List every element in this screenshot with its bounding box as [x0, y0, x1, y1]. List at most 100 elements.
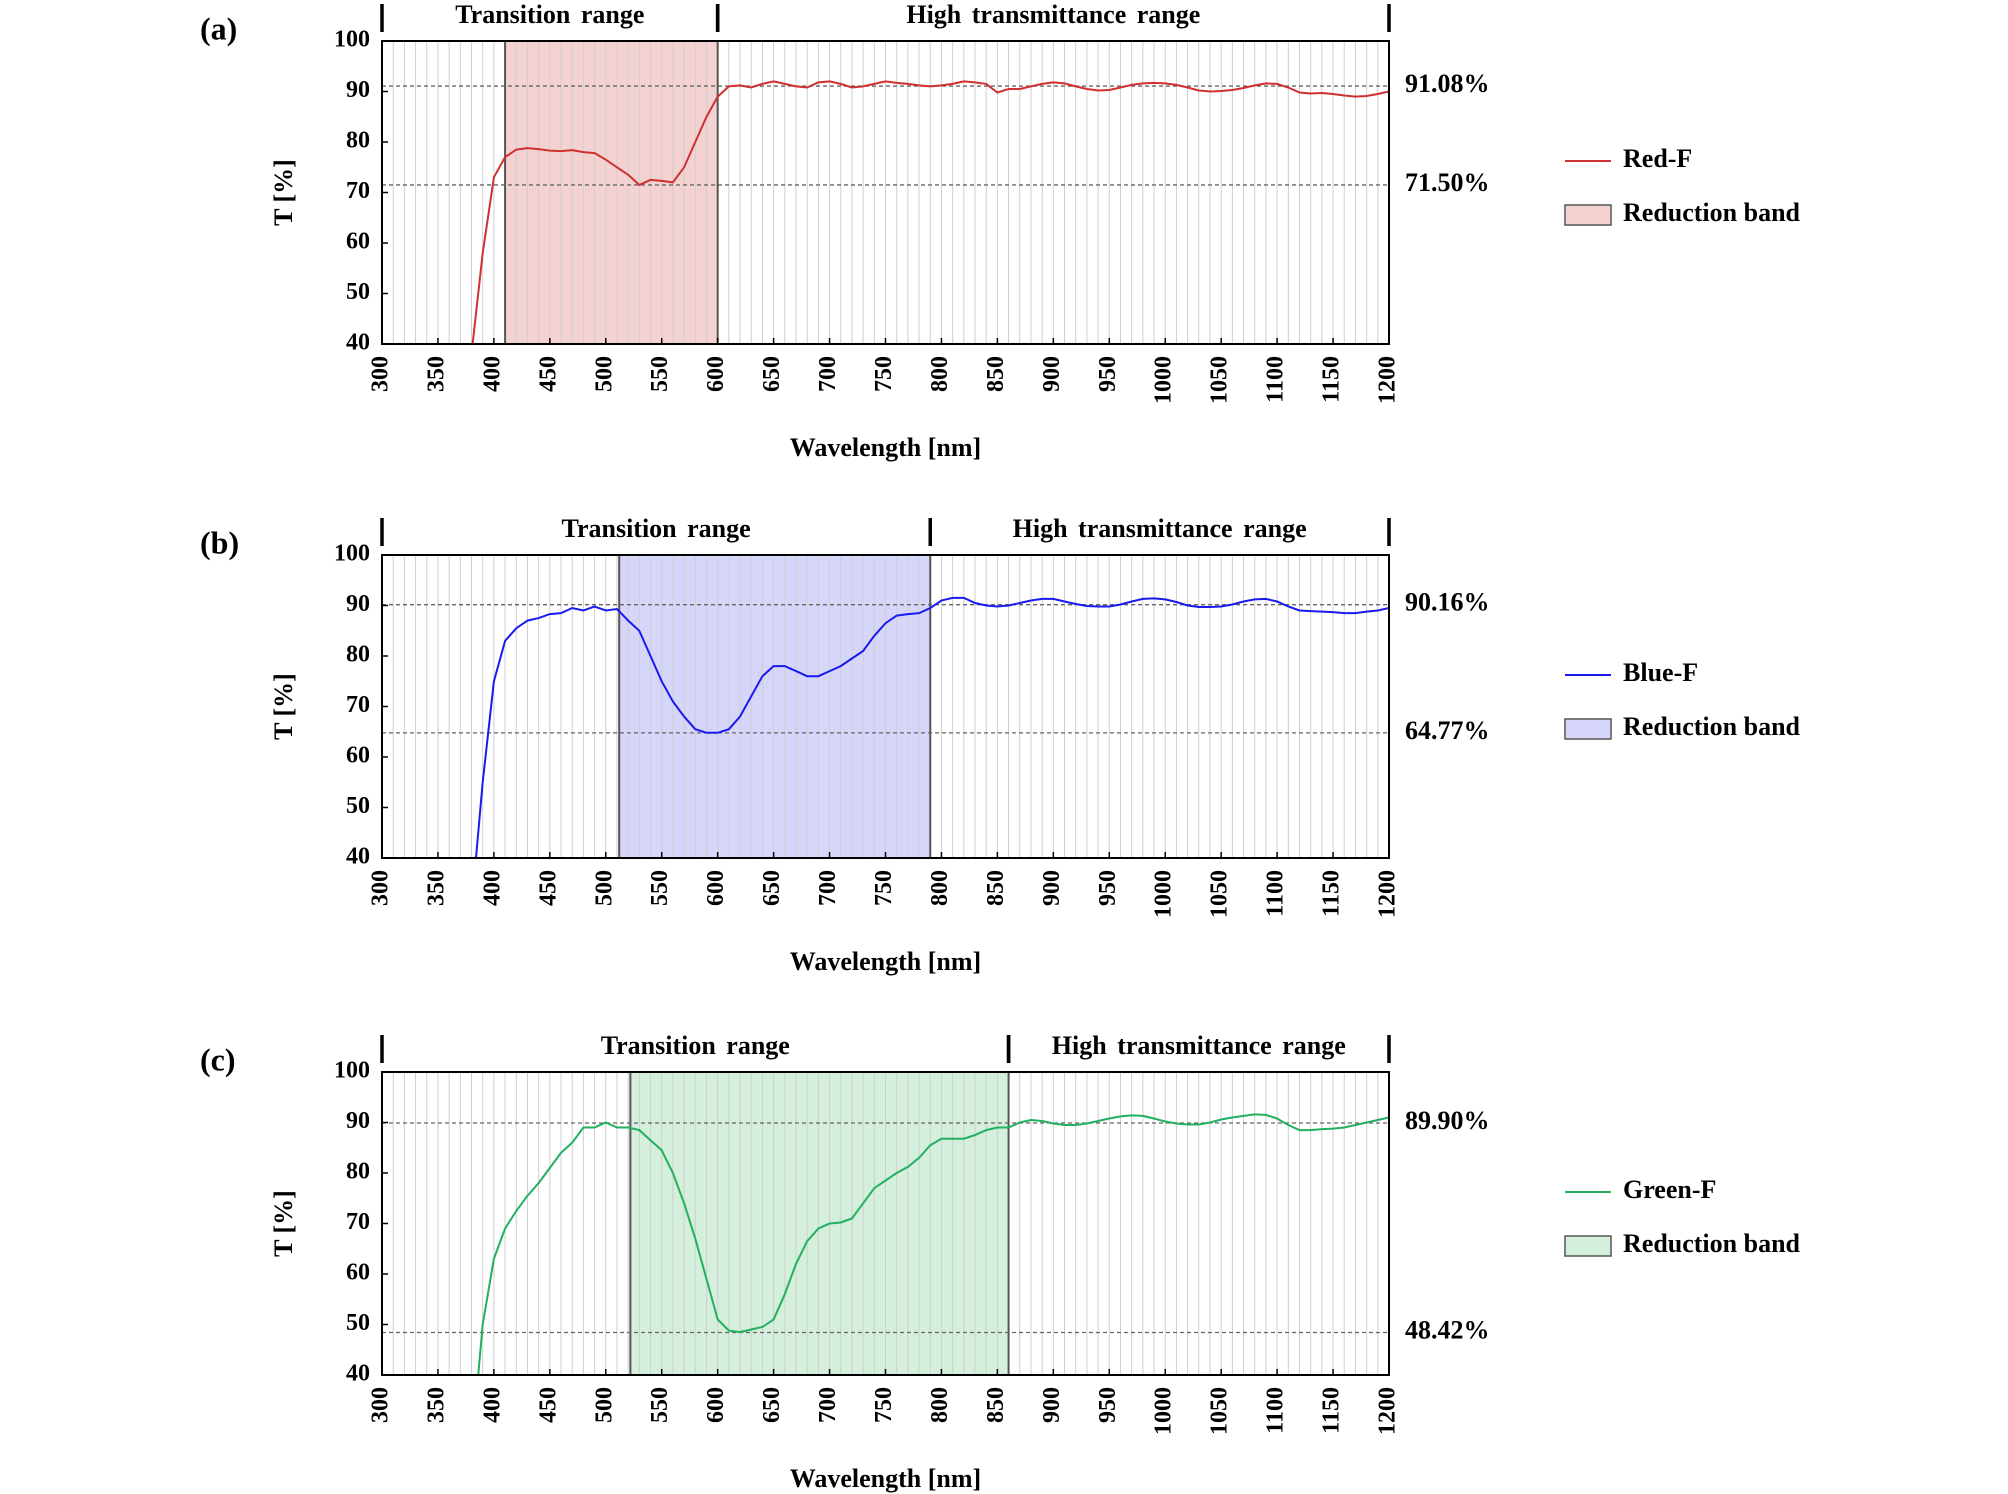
x-tick-label: 1200 — [1375, 356, 1401, 404]
legend-swatch — [1564, 718, 1612, 740]
x-tick-label: 850 — [983, 1387, 1009, 1423]
y-axis-label: T [%] — [269, 1190, 298, 1257]
x-tick-label: 450 — [535, 1387, 561, 1423]
y-tick-label: 80 — [346, 642, 370, 668]
x-axis-label: Wavelength [nm] — [790, 433, 981, 462]
x-tick-label: 600 — [703, 356, 729, 392]
x-tick-label: 1150 — [1319, 356, 1345, 403]
y-tick-label: 100 — [334, 1058, 370, 1084]
reference-label: 64.77% — [1405, 716, 1490, 745]
x-tick-label: 500 — [591, 356, 617, 392]
y-tick-label: 40 — [346, 844, 370, 870]
y-tick-label: 70 — [346, 1209, 370, 1235]
y-tick-label: 100 — [334, 27, 370, 53]
legend-label: Red-F — [1623, 144, 1692, 173]
y-tick-label: 70 — [346, 692, 370, 718]
x-tick-label: 850 — [983, 356, 1009, 392]
reduction-band — [505, 41, 718, 344]
range-label: Transition range — [562, 514, 751, 543]
x-tick-label: 1050 — [1207, 870, 1233, 918]
x-tick-label: 350 — [423, 1387, 449, 1423]
x-tick-label: 600 — [703, 870, 729, 906]
data-line — [477, 1113, 1389, 1375]
range-label: Transition range — [601, 1031, 790, 1060]
x-tick-label: 750 — [871, 1387, 897, 1423]
legend-label: Reduction band — [1623, 1229, 1801, 1258]
x-tick-label: 850 — [983, 870, 1009, 906]
y-tick-label: 90 — [346, 591, 370, 617]
x-tick-label: 650 — [759, 1387, 785, 1423]
y-tick-label: 40 — [346, 330, 370, 356]
x-tick-label: 550 — [647, 1387, 673, 1423]
x-tick-label: 800 — [927, 356, 953, 392]
y-tick-label: 100 — [334, 541, 370, 567]
x-tick-label: 1150 — [1319, 870, 1345, 917]
x-tick-label: 500 — [591, 1387, 617, 1423]
x-tick-label: 750 — [871, 870, 897, 906]
y-tick-label: 60 — [346, 229, 370, 255]
x-tick-label: 500 — [591, 870, 617, 906]
x-axis-label: Wavelength [nm] — [790, 1464, 981, 1493]
x-tick-label: 900 — [1039, 1387, 1065, 1423]
data-line — [471, 80, 1389, 344]
x-tick-label: 700 — [815, 870, 841, 906]
x-tick-label: 1050 — [1207, 356, 1233, 404]
x-tick-label: 1000 — [1151, 356, 1177, 404]
range-label: High transmittance range — [1013, 514, 1307, 543]
x-tick-label: 400 — [479, 870, 505, 906]
x-tick-label: 950 — [1095, 870, 1121, 906]
y-tick-label: 40 — [346, 1361, 370, 1387]
legend-label: Blue-F — [1623, 658, 1698, 687]
x-axis-label: Wavelength [nm] — [790, 947, 981, 976]
x-tick-label: 1100 — [1263, 1387, 1289, 1434]
x-tick-label: 950 — [1095, 356, 1121, 392]
y-axis-label: T [%] — [269, 159, 298, 226]
reference-label: 48.42% — [1405, 1315, 1490, 1344]
legend-swatch — [1564, 204, 1612, 226]
x-tick-label: 800 — [927, 1387, 953, 1423]
x-tick-label: 550 — [647, 356, 673, 392]
reference-label: 90.16% — [1405, 588, 1490, 617]
x-tick-label: 700 — [815, 1387, 841, 1423]
y-axis-label: T [%] — [269, 673, 298, 740]
legend-label: Green-F — [1623, 1175, 1716, 1204]
legend-label: Reduction band — [1623, 198, 1801, 227]
y-tick-label: 80 — [346, 128, 370, 154]
legend-label: Reduction band — [1623, 712, 1801, 741]
x-tick-label: 300 — [368, 356, 394, 392]
y-tick-label: 80 — [346, 1159, 370, 1185]
y-tick-label: 50 — [346, 793, 370, 819]
y-tick-label: 60 — [346, 743, 370, 769]
x-tick-label: 650 — [759, 356, 785, 392]
panel-label: (a) — [200, 10, 237, 46]
y-tick-label: 70 — [346, 178, 370, 204]
y-tick-label: 60 — [346, 1260, 370, 1286]
x-tick-label: 800 — [927, 870, 953, 906]
x-tick-label: 1100 — [1263, 870, 1289, 917]
reference-label: 89.90% — [1405, 1106, 1490, 1135]
x-tick-label: 700 — [815, 356, 841, 392]
x-tick-label: 1200 — [1375, 1387, 1401, 1435]
reduction-band — [630, 1072, 1009, 1375]
panel-label: (c) — [200, 1041, 236, 1077]
y-tick-label: 50 — [346, 1310, 370, 1336]
x-tick-label: 450 — [535, 870, 561, 906]
x-tick-label: 400 — [479, 356, 505, 392]
x-tick-label: 1150 — [1319, 1387, 1345, 1434]
x-tick-label: 950 — [1095, 1387, 1121, 1423]
x-tick-label: 1100 — [1263, 356, 1289, 403]
range-label: High transmittance range — [1052, 1031, 1346, 1060]
x-tick-label: 350 — [423, 356, 449, 392]
x-tick-label: 1050 — [1207, 1387, 1233, 1435]
panel: 89.90% 48.42% Green-F Reduction band 40 50 60 7… — [200, 1031, 1801, 1493]
x-tick-label: 450 — [535, 356, 561, 392]
reference-label: 91.08% — [1405, 69, 1490, 98]
x-tick-label: 900 — [1039, 870, 1065, 906]
y-tick-label: 90 — [346, 1108, 370, 1134]
x-tick-label: 350 — [423, 870, 449, 906]
panel: 90.16% 64.77% Blue-F Reduction band 40 50 60 70… — [200, 514, 1801, 976]
panel-label: (b) — [200, 524, 239, 560]
x-tick-label: 1000 — [1151, 1387, 1177, 1435]
